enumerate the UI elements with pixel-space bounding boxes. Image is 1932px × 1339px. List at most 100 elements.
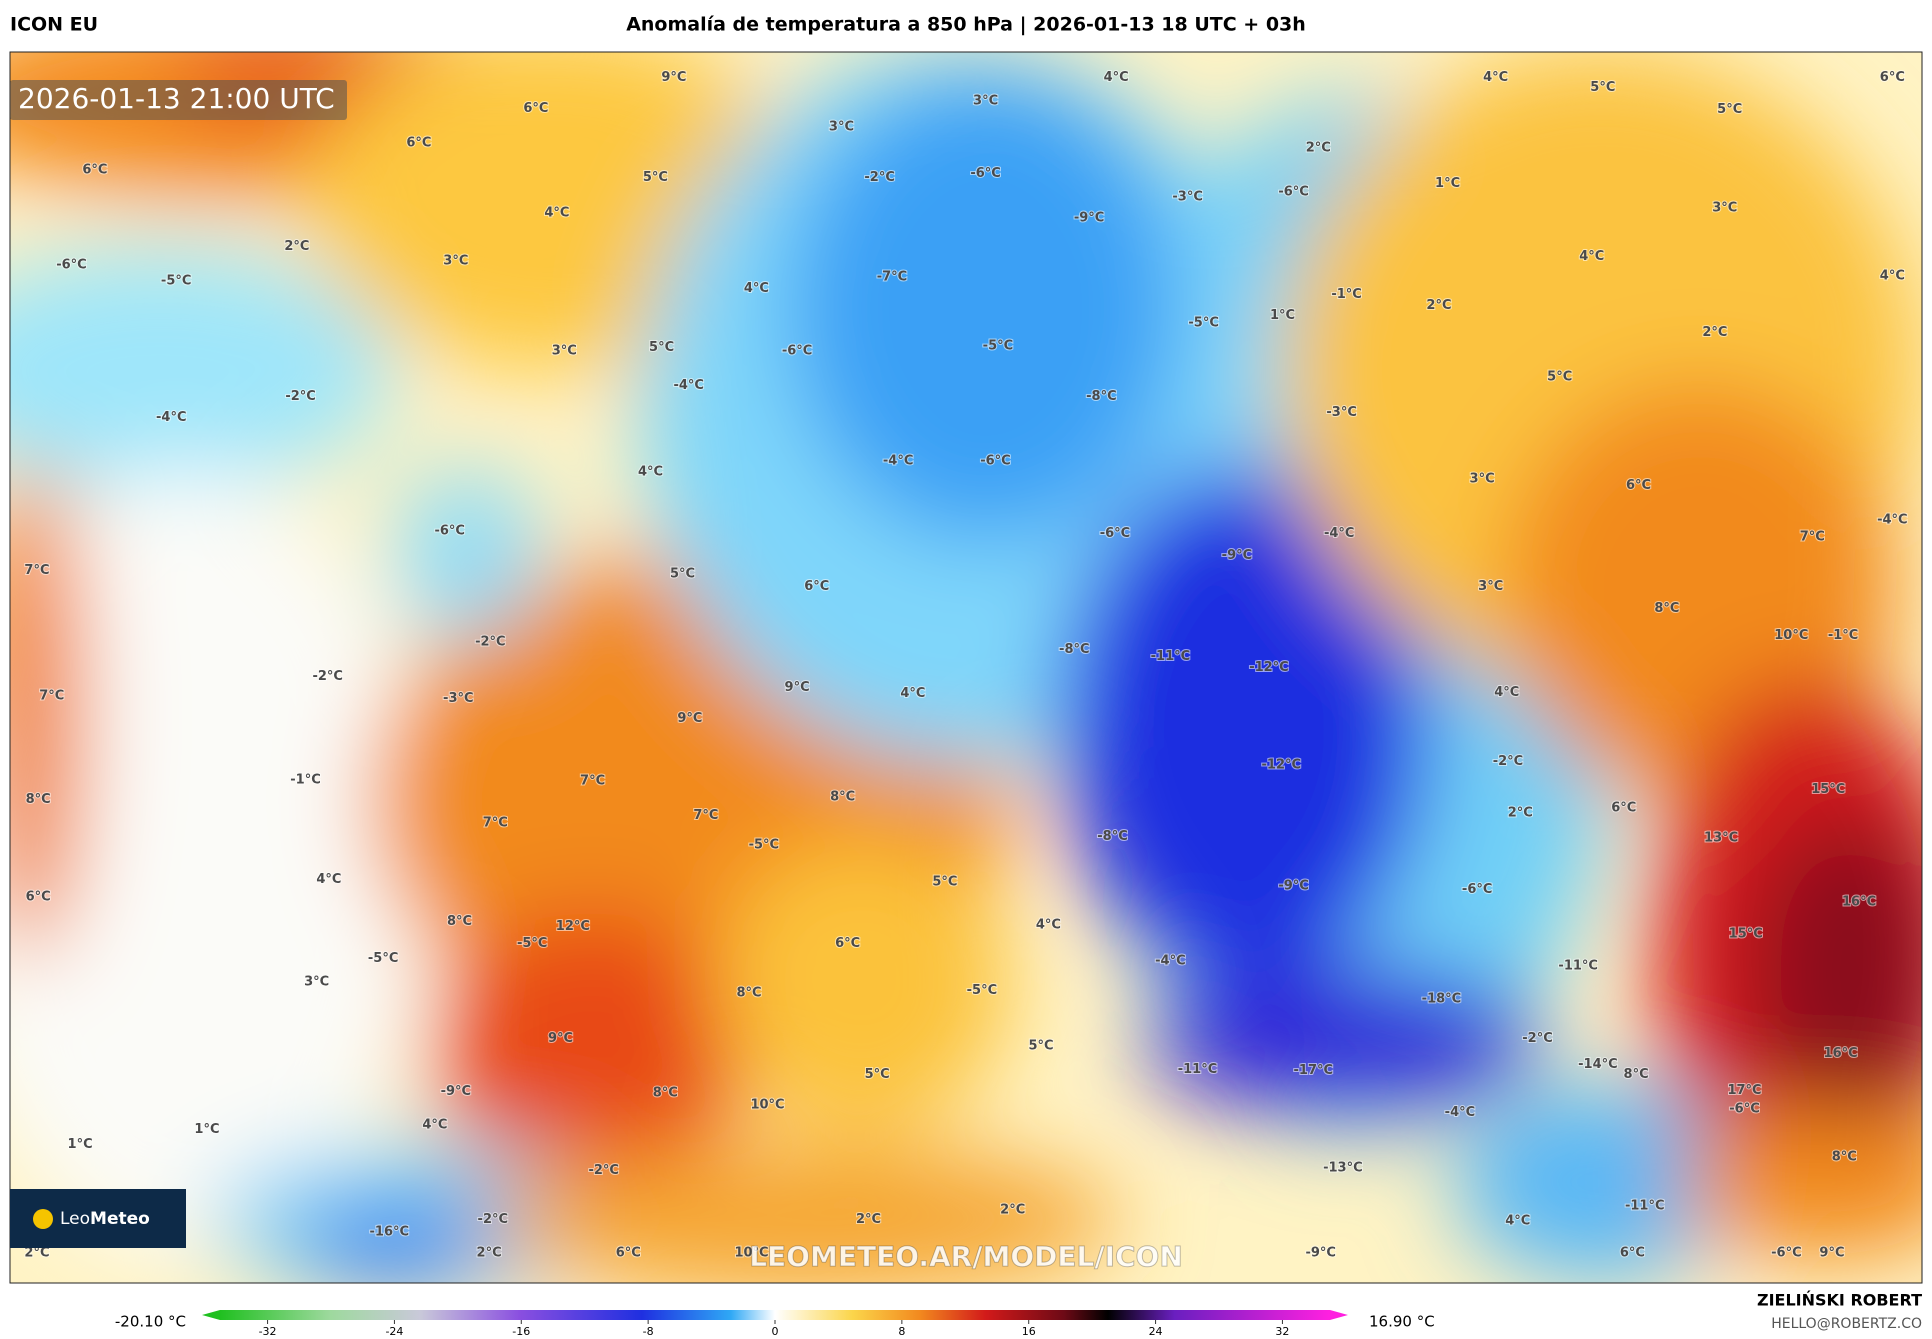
field-blob — [480, 1145, 1122, 1283]
temperature-label: 10°C — [734, 1245, 768, 1260]
temperature-label: -16°C — [370, 1225, 410, 1240]
field-blob — [1749, 813, 1922, 1134]
temperature-label: 4°C — [744, 281, 769, 296]
temperature-label: 17°C — [1727, 1083, 1761, 1098]
temperature-label: 4°C — [422, 1117, 447, 1132]
temperature-label: 2°C — [1508, 806, 1533, 821]
temperature-label: -5°C — [749, 838, 779, 853]
colorbar-tick-label: 0 — [772, 1325, 779, 1338]
temperature-label: -8°C — [1097, 829, 1127, 844]
temperature-label: 5°C — [649, 340, 674, 355]
temperature-label: -11°C — [1625, 1199, 1665, 1214]
timestamp: 2026-01-13 21:00 UTC — [18, 82, 335, 115]
temperature-label: 6°C — [523, 101, 548, 116]
temperature-label: 7°C — [483, 815, 508, 830]
temperature-label: -6°C — [56, 257, 86, 272]
temperature-label: 9°C — [677, 711, 702, 726]
temperature-label: 7°C — [580, 774, 605, 789]
temperature-label: 3°C — [552, 344, 577, 359]
temperature-label: -3°C — [443, 691, 473, 706]
temperature-label: 13°C — [1704, 830, 1738, 845]
temperature-label: 10°C — [750, 1098, 784, 1113]
temperature-label: 15°C — [1729, 926, 1763, 941]
colorbar-min: -20.10 °C — [115, 1313, 186, 1331]
colorbar-tick-label: -24 — [385, 1325, 403, 1338]
temperature-label: -6°C — [970, 166, 1000, 181]
temperature-label: 6°C — [835, 936, 860, 951]
colorbar-tick-label: 32 — [1275, 1325, 1289, 1338]
temperature-label: 5°C — [1717, 102, 1742, 117]
temperature-label: -4°C — [1324, 526, 1354, 541]
temperature-label: 7°C — [24, 563, 49, 578]
temperature-label: -2°C — [475, 634, 505, 649]
temperature-label: 2°C — [1702, 325, 1727, 340]
temperature-label: 9°C — [661, 70, 686, 85]
temperature-label: 3°C — [1470, 472, 1495, 487]
temperature-label: 4°C — [1483, 70, 1508, 85]
logo-text: LeoMeteo — [60, 1209, 150, 1229]
temperature-label: 2°C — [24, 1245, 49, 1260]
temperature-label: -2°C — [588, 1163, 618, 1178]
temperature-label: -6°C — [434, 523, 464, 538]
temperature-label: 6°C — [804, 579, 829, 594]
temperature-label: -4°C — [883, 453, 913, 468]
temperature-label: -1°C — [1331, 287, 1361, 302]
field-blob — [10, 468, 432, 1257]
temperature-label: 8°C — [830, 790, 855, 805]
colorbar-scale — [220, 1310, 1330, 1320]
colorbar-tick-label: -32 — [259, 1325, 277, 1338]
logo-sun — [33, 1209, 53, 1229]
temperature-label: 8°C — [1832, 1149, 1857, 1164]
temperature-label: -6°C — [1100, 526, 1130, 541]
field-blob — [394, 468, 543, 641]
temperature-label: 4°C — [544, 206, 569, 221]
field-blob — [1145, 967, 1540, 1115]
colorbar-tick-label: -16 — [512, 1325, 530, 1338]
temperature-label: -2°C — [312, 669, 342, 684]
colorbar-max: 16.90 °C — [1369, 1313, 1435, 1331]
temperature-label: 8°C — [26, 792, 51, 807]
temperature-label: 6°C — [1626, 478, 1651, 493]
temperature-label: 16°C — [1842, 894, 1876, 909]
temperature-label: -17°C — [1294, 1063, 1334, 1078]
map: 9°C 6°C 6°C 6°C 5°C 4°C 2°C 3°C -6°C -5°C 4°C 5°C 3°… — [10, 52, 1922, 1283]
temperature-label: 10°C — [1774, 628, 1808, 643]
temperature-label: 7°C — [1800, 530, 1825, 545]
temperature-label: -11°C — [1558, 958, 1598, 973]
temperature-label: -7°C — [877, 270, 907, 285]
temperature-label: 8°C — [1654, 601, 1679, 616]
temperature-label: 6°C — [1620, 1245, 1645, 1260]
temperature-label: 4°C — [900, 686, 925, 701]
temperature-label: 3°C — [443, 254, 468, 269]
temperature-label: 9°C — [785, 680, 810, 695]
temperature-label: 2°C — [477, 1245, 502, 1260]
temperature-label: 12°C — [556, 919, 590, 934]
field-blob — [1059, 468, 1430, 986]
field-blob — [295, 1207, 493, 1282]
watermark: LEOMETEO.AR/MODEL/ICON — [749, 1240, 1183, 1273]
temperature-label: 3°C — [829, 119, 854, 134]
temperature-label: 4°C — [1104, 70, 1129, 85]
colorbar-tick-label: 8 — [898, 1325, 905, 1338]
temperature-label: 4°C — [316, 872, 341, 887]
field-blob — [10, 468, 87, 961]
temperature-label: 2°C — [284, 239, 309, 254]
temperature-label: 3°C — [1478, 579, 1503, 594]
temperature-label: 2°C — [1426, 298, 1451, 313]
colorbar-tick-label: 24 — [1149, 1325, 1163, 1338]
temperature-label: 5°C — [1547, 369, 1572, 384]
temperature-label: 1°C — [1270, 308, 1295, 323]
temperature-label: 1°C — [194, 1122, 219, 1137]
temperature-label: 15°C — [1811, 782, 1845, 797]
temperature-label: -2°C — [864, 170, 894, 185]
temperature-label: -5°C — [161, 273, 191, 288]
temperature-label: -13°C — [1323, 1160, 1363, 1175]
temperature-label: 6°C — [1611, 801, 1636, 816]
temperature-label: 8°C — [447, 914, 472, 929]
temperature-label: 6°C — [1880, 70, 1905, 85]
temperature-label: 3°C — [973, 94, 998, 109]
temperature-label: 6°C — [616, 1245, 641, 1260]
temperature-label: 9°C — [1819, 1245, 1844, 1260]
temperature-label: -2°C — [1493, 754, 1523, 769]
